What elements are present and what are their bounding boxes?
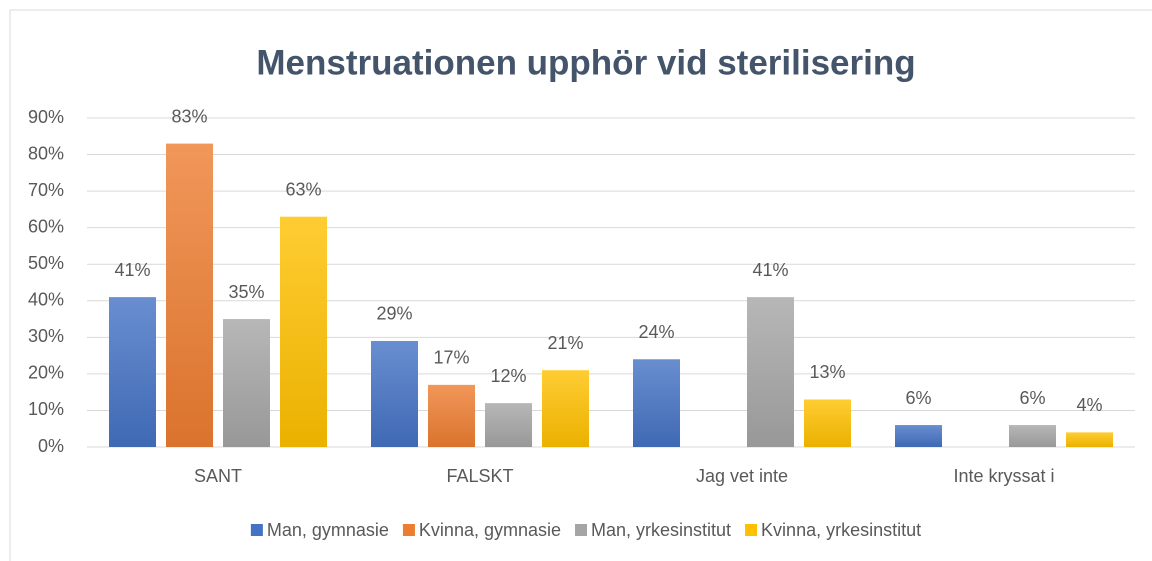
data-label: 83% bbox=[171, 106, 207, 126]
data-label: 29% bbox=[376, 304, 412, 324]
legend-label: Kvinna, yrkesinstitut bbox=[761, 520, 921, 540]
data-label: 17% bbox=[433, 348, 469, 368]
legend-label: Man, yrkesinstitut bbox=[591, 520, 731, 540]
y-tick-label: 90% bbox=[28, 107, 64, 127]
y-tick-label: 60% bbox=[28, 216, 64, 236]
bar bbox=[747, 297, 794, 447]
bar bbox=[166, 143, 213, 448]
x-tick-label: FALSKT bbox=[446, 466, 513, 486]
data-label: 6% bbox=[1019, 388, 1045, 408]
bar bbox=[371, 340, 418, 447]
bar bbox=[1066, 432, 1113, 447]
y-tick-label: 40% bbox=[28, 290, 64, 310]
y-tick-label: 30% bbox=[28, 326, 64, 346]
y-tick-label: 0% bbox=[38, 436, 64, 456]
data-label: 21% bbox=[547, 333, 583, 353]
data-label: 41% bbox=[752, 260, 788, 280]
y-tick-label: 20% bbox=[28, 363, 64, 383]
y-tick-label: 80% bbox=[28, 143, 64, 163]
data-label: 6% bbox=[905, 388, 931, 408]
data-label: 24% bbox=[638, 322, 674, 342]
y-tick-label: 70% bbox=[28, 180, 64, 200]
bar bbox=[804, 399, 851, 447]
data-label: 63% bbox=[285, 179, 321, 199]
data-label: 12% bbox=[490, 366, 526, 386]
bar bbox=[1009, 425, 1056, 447]
data-label: 41% bbox=[114, 260, 150, 280]
bar bbox=[542, 370, 589, 447]
x-tick-label: Jag vet inte bbox=[696, 466, 788, 486]
legend-swatch bbox=[402, 524, 415, 536]
bar bbox=[428, 384, 475, 447]
bar bbox=[280, 216, 327, 447]
x-tick-label: Inte kryssat i bbox=[953, 466, 1054, 486]
bar bbox=[485, 403, 532, 447]
chart-title: Menstruationen upphör vid sterilisering bbox=[256, 43, 915, 82]
legend-label: Man, gymnasie bbox=[267, 520, 389, 540]
bar bbox=[109, 297, 156, 447]
y-tick-label: 50% bbox=[28, 253, 64, 273]
bar bbox=[633, 359, 680, 447]
bar bbox=[223, 319, 270, 447]
x-tick-label: SANT bbox=[194, 466, 242, 486]
legend-swatch bbox=[745, 524, 758, 536]
data-label: 13% bbox=[809, 362, 845, 382]
legend-swatch bbox=[575, 524, 588, 536]
data-label: 35% bbox=[228, 282, 264, 302]
data-label: 4% bbox=[1076, 395, 1102, 415]
y-tick-label: 10% bbox=[28, 399, 64, 419]
legend-label: Kvinna, gymnasie bbox=[419, 520, 561, 540]
legend-swatch bbox=[250, 524, 263, 536]
bar bbox=[895, 425, 942, 447]
